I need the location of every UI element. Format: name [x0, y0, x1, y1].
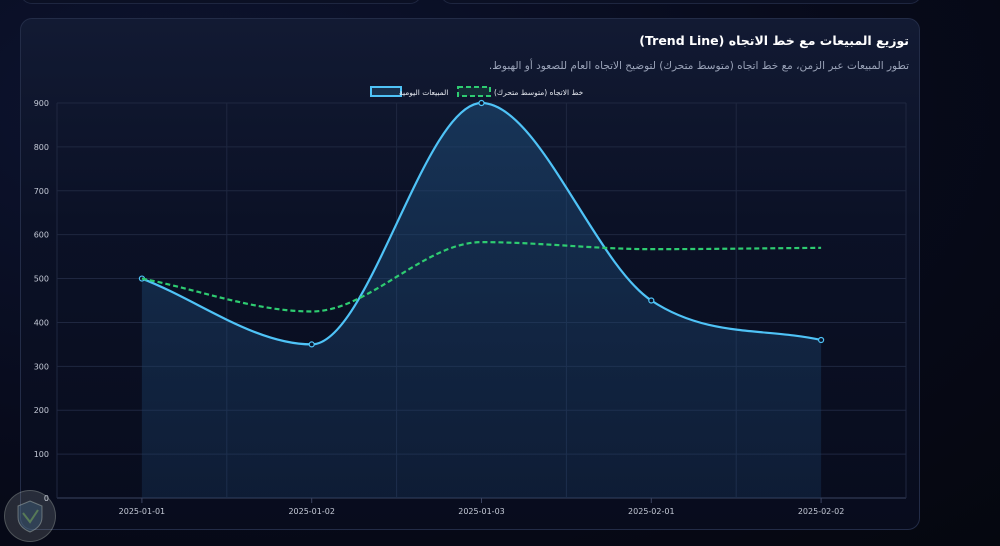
y-tick-label: 600 [34, 231, 49, 240]
y-tick-label: 700 [34, 187, 49, 196]
series-area [141, 103, 822, 498]
y-tick-label: 500 [34, 275, 49, 284]
logo-badge [4, 490, 56, 542]
legend-item[interactable]: المبيعات اليومية [370, 86, 448, 97]
series-point [648, 297, 655, 304]
y-tick-label: 100 [34, 450, 49, 459]
series-point [478, 99, 485, 107]
y-tick-label: 300 [34, 362, 49, 371]
legend-item[interactable]: خط الاتجاه (متوسط متحرك) [457, 86, 584, 97]
shield-icon [17, 500, 43, 533]
series-layer [138, 99, 825, 348]
y-tick-label: 200 [34, 406, 49, 415]
legend-label: المبيعات اليومية [399, 88, 448, 97]
x-tick-label: 2025-01-02 [288, 507, 335, 516]
y-tick-label: 800 [34, 143, 49, 152]
y-tick-label: 400 [34, 318, 49, 327]
trend-line [141, 241, 822, 313]
legend-swatch [370, 86, 402, 97]
x-tick-label: 2025-01-03 [458, 507, 505, 516]
x-tick-label: 2025-01-01 [119, 507, 166, 516]
legend[interactable]: المبيعات اليومية خط الاتجاه (متوسط متحرك) [370, 86, 584, 97]
x-tick-label: 2025-02-02 [798, 507, 845, 516]
series-point [308, 341, 315, 348]
chart-title: توزيع المبيعات مع خط الاتجاه (Trend Line… [639, 33, 909, 48]
legend-label: خط الاتجاه (متوسط متحرك) [494, 88, 584, 97]
area-layer [141, 103, 822, 498]
chart-subtitle: تطور المبيعات عبر الزمن، مع خط اتجاه (مت… [488, 60, 909, 72]
series-point [817, 336, 825, 344]
y-tick-label: 900 [34, 99, 49, 108]
x-tick-label: 2025-02-01 [628, 507, 675, 516]
legend-swatch [457, 86, 491, 97]
